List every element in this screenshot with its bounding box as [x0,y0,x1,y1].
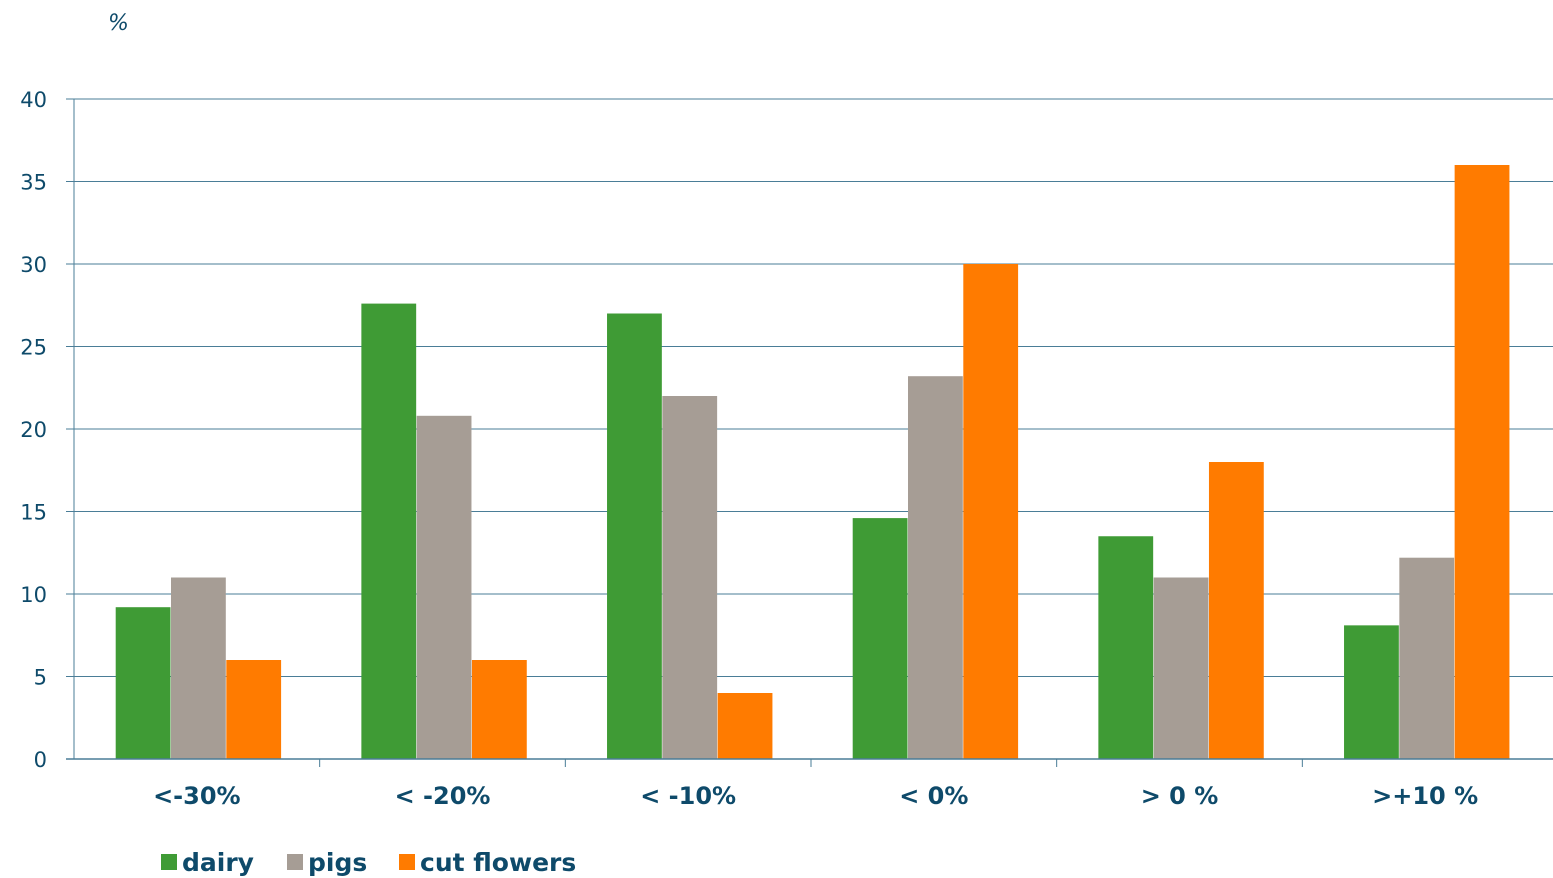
x-category-label: < -10% [640,782,736,810]
x-category-label: > 0 % [1141,782,1219,810]
x-axis-category-labels: <-30% < -20% < -10% < 0% > 0 % >+10 % [153,782,1478,810]
legend-label-pigs: pigs [308,848,367,877]
bar-dairy [361,303,417,759]
legend-swatch-dairy [161,854,177,870]
bar-dairy [1098,536,1154,759]
y-axis-tick-labels: 0 5 10 15 20 25 30 35 40 [20,88,47,772]
y-tick-label: 35 [20,171,47,195]
legend: dairy pigs cut flowers [161,848,576,877]
y-tick-label: 15 [20,501,47,525]
bar-cut-flowers [717,693,773,759]
bar-cut-flowers [471,660,527,759]
legend-swatch-cut-flowers [399,854,415,870]
bar-cut-flowers [1454,165,1510,759]
bar-pigs [1399,557,1455,759]
y-tick-label: 5 [34,666,47,690]
axes [66,99,1553,767]
bar-dairy [607,313,662,759]
bars [115,165,1510,759]
bar-pigs [416,415,472,759]
bar-pigs [1153,577,1209,759]
y-tick-label: 10 [20,583,47,607]
legend-label-cut-flowers: cut flowers [420,848,576,877]
legend-label-dairy: dairy [182,848,254,877]
bar-dairy [852,518,908,759]
bar-pigs [171,577,226,759]
y-tick-label: 25 [20,336,47,360]
y-tick-label: 20 [20,418,47,442]
legend-swatch-pigs [287,854,303,870]
gridlines [66,98,1553,677]
y-tick-label: 0 [34,748,47,772]
x-category-label: < 0% [899,782,968,810]
y-tick-label: 40 [20,88,47,112]
bar-dairy [115,607,171,759]
bar-cut-flowers [963,264,1019,759]
x-category-label: >+10 % [1372,782,1478,810]
bar-pigs [908,376,963,759]
bar-dairy [1344,625,1399,759]
bar-pigs [662,396,718,759]
x-category-label: <-30% [153,782,241,810]
y-axis-unit-label: % [108,11,129,36]
x-category-label: < -20% [395,782,491,810]
bar-cut-flowers [226,660,282,759]
y-tick-label: 30 [20,253,47,277]
bar-cut-flowers [1208,462,1264,759]
